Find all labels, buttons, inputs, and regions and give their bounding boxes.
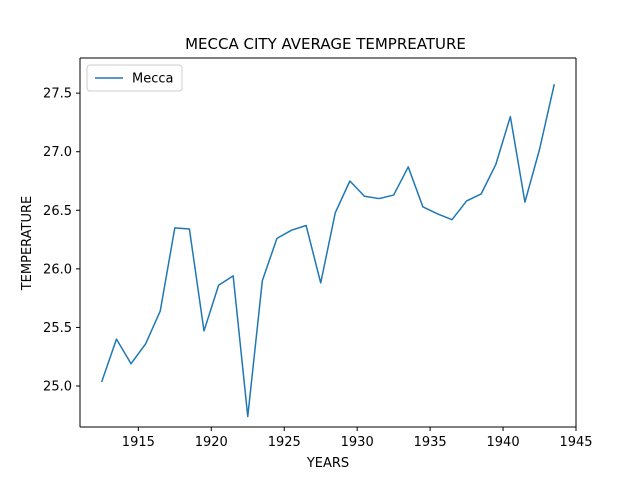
series-line-mecca xyxy=(100,84,556,418)
y-tick-label: 26.5 xyxy=(43,204,72,219)
x-tick-label: 1935 xyxy=(414,435,447,450)
y-tick-label: 27.0 xyxy=(43,145,72,160)
y-tick-label: 26.0 xyxy=(43,262,72,277)
y-axis-label: TEMPERATURE xyxy=(20,196,35,292)
legend-label: Mecca xyxy=(132,72,173,87)
chart-title: MECCA CITY AVERAGE TEMPREATURE xyxy=(185,35,466,53)
x-tick-label: 1920 xyxy=(195,435,228,450)
y-tick-label: 25.5 xyxy=(43,321,72,336)
y-tick-label: 27.5 xyxy=(43,87,72,102)
y-tick-label: 25.0 xyxy=(43,380,72,395)
x-tick-label: 1915 xyxy=(122,435,155,450)
x-axis-label: YEARS xyxy=(306,456,349,471)
plot-area: 1915 1920 1925 1930 1935 1940 1945 25.0 25.5 26.0… xyxy=(43,57,593,450)
x-tick-label: 1925 xyxy=(268,435,301,450)
legend-box xyxy=(86,64,183,92)
x-tick-label: 1930 xyxy=(341,435,374,450)
x-tick-label: 1945 xyxy=(559,435,592,450)
x-tick-label: 1940 xyxy=(487,435,520,450)
